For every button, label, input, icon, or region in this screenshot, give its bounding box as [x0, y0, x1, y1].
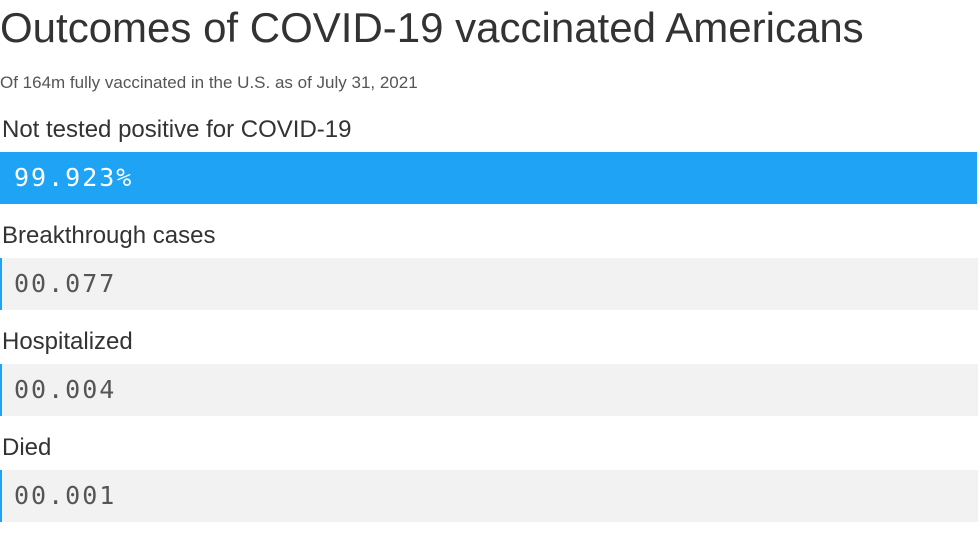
bar-value-label: 99.923%	[14, 163, 134, 192]
bar-row: Breakthrough cases 00.077	[0, 217, 980, 323]
bar-category-label: Breakthrough cases	[2, 222, 216, 249]
chart-title: Outcomes of COVID-19 vaccinated American…	[0, 4, 864, 51]
bar-value-label: 00.077	[14, 269, 117, 298]
bar-value-label: 00.001	[14, 481, 117, 510]
bar-category-label: Died	[2, 434, 52, 461]
bar-row: Died 00.001	[0, 429, 980, 535]
bar-row: Not tested positive for COVID-19 99.923%	[0, 111, 980, 217]
bar	[0, 152, 978, 204]
bar-track: 99.923%	[0, 152, 978, 204]
bar-category-label: Not tested positive for COVID-19	[2, 116, 352, 143]
bar-category-label: Hospitalized	[2, 328, 133, 355]
bar-track: 00.004	[0, 364, 978, 416]
bar-value-label: 00.004	[14, 375, 117, 404]
bar-chart: Not tested positive for COVID-19 99.923% B…	[0, 111, 980, 535]
bar-track: 00.001	[0, 470, 978, 522]
bar	[0, 364, 2, 416]
bar-row: Hospitalized 00.004	[0, 323, 980, 429]
bar	[0, 470, 2, 522]
chart-subtitle: Of 164m fully vaccinated in the U.S. as …	[0, 73, 418, 92]
bar	[0, 258, 2, 310]
bar-track: 00.077	[0, 258, 978, 310]
